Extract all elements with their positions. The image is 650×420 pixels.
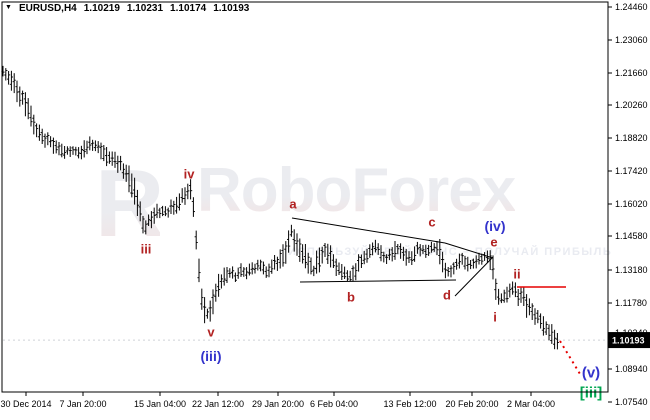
x-axis-tick-label: 22 Jan 12:00 <box>192 399 244 409</box>
y-axis-tick-label: 1.21660 <box>615 68 648 78</box>
y-axis-tick-label: 1.24460 <box>615 2 648 12</box>
wave-label-9-iv: (iv) <box>485 218 506 234</box>
y-axis-tick-label: 1.08940 <box>615 364 648 374</box>
symbol-marker-icon: ▼ <box>5 4 12 11</box>
wave-label-10-i: i <box>493 310 497 325</box>
x-axis-tick-label: 30 Dec 2014 <box>0 399 51 409</box>
wave-label-1-iv: iv <box>184 167 196 182</box>
triangle-trendline[interactable] <box>291 217 446 244</box>
wave-label-6-c: c <box>428 215 435 230</box>
x-axis-tick-label: 29 Jan 20:00 <box>252 399 304 409</box>
x-axis-tick-label: 6 Feb 04:00 <box>310 399 358 409</box>
wave-label-4-a: a <box>289 197 297 212</box>
symbol-ohlc-header: ▼ EURUSD,H4 1.10219 1.10231 1.10174 1.10… <box>5 3 249 14</box>
price-bars <box>1 65 559 350</box>
triangle-trendline[interactable] <box>444 242 494 259</box>
y-axis-tick-label: 1.18820 <box>615 133 648 143</box>
wave-label-11-ii: ii <box>513 267 520 282</box>
wave-label-8-e: e <box>490 235 497 250</box>
x-axis-tick-label: 2 Mar 04:00 <box>507 399 555 409</box>
quote-close: 1.10193 <box>213 3 250 14</box>
x-axis: 30 Dec 2014 7 Jan 20:00 15 Jan 04:00 22 Jan… <box>0 392 555 409</box>
wave-label-12-v: (v) <box>582 364 600 381</box>
wave-label-0-iii: iii <box>141 242 152 257</box>
y-axis-tick-label: 1.20260 <box>615 100 648 110</box>
projection-dashed-line[interactable] <box>559 340 581 375</box>
quote-open: 1.10219 <box>83 3 120 14</box>
plot-border <box>1 1 609 393</box>
y-axis-tick-label: 1.17420 <box>615 166 648 176</box>
triangle-trendline[interactable] <box>454 256 494 297</box>
symbol-timeframe: EURUSD,H4 <box>18 3 77 14</box>
current-price-tag <box>608 332 650 349</box>
wave-label-3-iii: (iii) <box>201 348 222 364</box>
x-axis-tick-label: 15 Jan 04:00 <box>134 399 186 409</box>
current-price-tag-value: 1.10193 <box>612 336 645 346</box>
x-axis-tick-label: 20 Feb 20:00 <box>445 399 498 409</box>
wave-label-2-v: v <box>207 325 215 340</box>
wave-label-7-d: d <box>443 288 451 303</box>
quote-low: 1.10174 <box>170 3 207 14</box>
y-axis-tick-label: 1.16020 <box>615 199 648 209</box>
y-axis: 1.24460 1.23060 1.21660 1.20260 1.18820 1.174… <box>608 2 648 407</box>
wave-label-13-iii: [iii] <box>580 384 603 401</box>
x-axis-tick-label: 7 Jan 20:00 <box>59 399 106 409</box>
y-axis-tick-label: 1.13180 <box>615 265 648 275</box>
y-axis-tick-label: 1.07540 <box>615 397 648 407</box>
y-axis-tick-label: 1.23060 <box>615 35 648 45</box>
wave-label-5-b: b <box>347 290 355 305</box>
quote-high: 1.10231 <box>126 3 164 14</box>
y-axis-tick-label: 1.14580 <box>615 231 648 241</box>
x-axis-tick-label: 13 Feb 12:00 <box>383 399 436 409</box>
y-axis-tick-label: 1.11780 <box>615 298 647 308</box>
triangle-trendline[interactable] <box>299 279 457 283</box>
